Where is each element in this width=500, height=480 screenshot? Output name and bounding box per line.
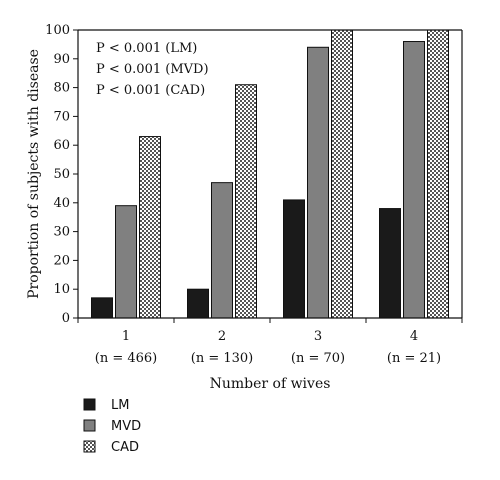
bar-mvd-4 <box>403 41 425 319</box>
y-tick-label: 0 <box>62 311 70 326</box>
x-category-sublabel: (n = 21) <box>387 351 441 366</box>
bar-cad-1 <box>139 136 161 319</box>
x-category-label: 4 <box>410 329 418 344</box>
legend-swatch-lm <box>83 398 96 411</box>
bar-lm-2 <box>187 288 209 319</box>
legend-swatch-cad <box>83 440 96 453</box>
x-category-label: 3 <box>314 329 322 344</box>
x-category-label: 1 <box>122 329 130 344</box>
y-tick-label: 50 <box>53 167 70 182</box>
bar-mvd-1 <box>115 205 137 319</box>
y-tick-label: 30 <box>53 225 70 240</box>
bar-mvd-3 <box>307 46 329 319</box>
x-category-sublabel: (n = 70) <box>291 351 345 366</box>
y-tick-label: 80 <box>53 81 70 96</box>
bar-cad-2 <box>235 84 257 319</box>
x-category-label: 2 <box>218 329 226 344</box>
bars-layer <box>91 29 449 319</box>
y-tick-label: 10 <box>53 282 70 297</box>
p-value-annotation: P < 0.001 (CAD) <box>96 83 205 98</box>
bar-cad-4 <box>427 29 449 319</box>
y-tick-label: 20 <box>53 253 70 268</box>
p-value-annotation: P < 0.001 (MVD) <box>96 62 209 77</box>
legend-label-cad: CAD <box>111 440 139 455</box>
axes-layer: 0 10 20 30 40 50 60 70 80 90 100 1 (n = 466) 2 (n = 13… <box>26 23 463 392</box>
y-tick-label: 40 <box>53 196 70 211</box>
legend-label-mvd: MVD <box>111 419 141 434</box>
p-value-annotation: P < 0.001 (LM) <box>96 41 197 56</box>
x-category-sublabel: (n = 130) <box>191 351 254 366</box>
bar-lm-4 <box>379 208 401 319</box>
legend-label-lm: LM <box>111 398 129 413</box>
x-category-sublabel: (n = 466) <box>95 351 158 366</box>
y-axis-title: Proportion of subjects with disease <box>26 49 42 299</box>
bar-lm-3 <box>283 199 305 319</box>
bar-cad-3 <box>331 29 353 319</box>
legend-swatch-mvd <box>83 419 96 432</box>
annotations: P < 0.001 (LM) P < 0.001 (MVD) P < 0.001 (… <box>96 41 209 98</box>
bar-lm-1 <box>91 297 113 319</box>
bar-mvd-2 <box>211 182 233 319</box>
y-tick-label: 70 <box>53 109 70 124</box>
y-tick-label: 90 <box>53 52 70 67</box>
y-tick-label: 100 <box>45 23 70 38</box>
x-axis-title: Number of wives <box>210 376 331 392</box>
y-tick-label: 60 <box>53 138 70 153</box>
legend: LM MVD CAD <box>83 398 141 455</box>
